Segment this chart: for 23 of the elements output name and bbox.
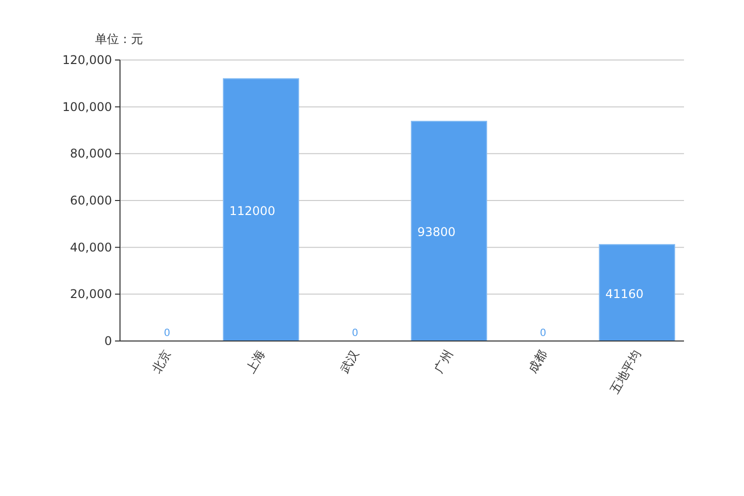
data-label: 0	[540, 328, 546, 339]
bar	[222, 78, 300, 342]
data-label: 41160	[605, 286, 644, 301]
y-axis-title: 单位：元	[95, 32, 143, 46]
data-label: 112000	[229, 204, 276, 218]
data-label: 0	[352, 328, 358, 339]
y-tick-label: 40,000	[70, 240, 112, 254]
y-tick-label: 100,000	[62, 100, 112, 114]
x-tick-label: 武汉	[337, 348, 362, 376]
bar	[410, 120, 488, 342]
x-tick-label: 成都	[525, 348, 550, 376]
data-label: 0	[164, 328, 170, 339]
x-tick-label: 北京	[149, 348, 174, 376]
y-tick-label: 60,000	[70, 194, 112, 208]
y-tick-label: 20,000	[70, 287, 112, 302]
x-tick-label: 五地平均	[607, 348, 644, 396]
y-tick-label: 120,000	[62, 53, 112, 67]
x-tick-label: 上海	[243, 348, 268, 376]
bar	[598, 244, 676, 342]
y-tick-label: 0	[104, 334, 112, 348]
x-tick-label: 广州	[431, 348, 456, 376]
y-tick-label: 80,000	[70, 146, 112, 161]
data-label: 93800	[417, 225, 456, 240]
